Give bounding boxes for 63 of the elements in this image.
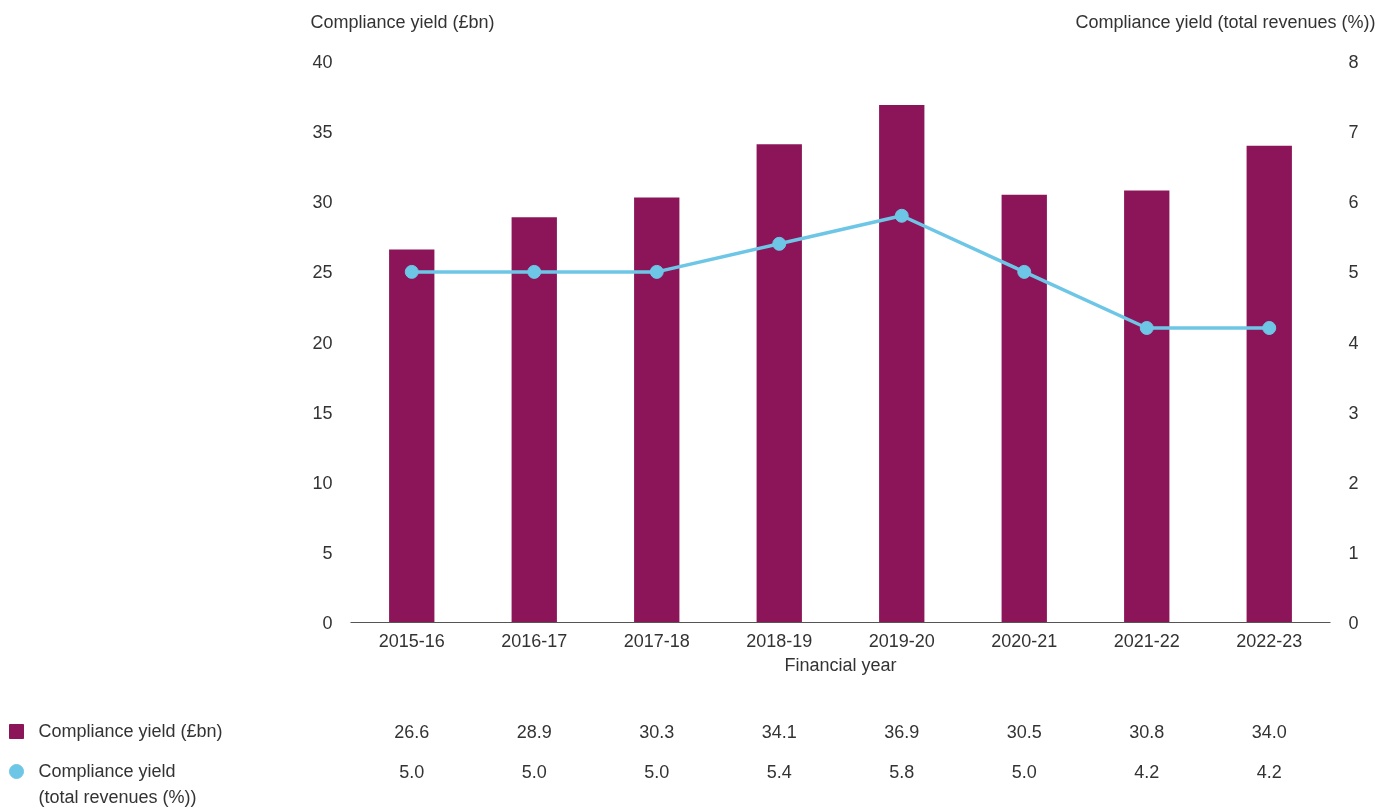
- bar: [756, 144, 802, 623]
- x-tick-label: 2017-18: [623, 630, 690, 651]
- data-label: 30.5: [1006, 722, 1042, 742]
- x-tick-label: 2019-20: [868, 630, 935, 651]
- point: [649, 264, 664, 279]
- bar: [511, 217, 557, 623]
- bar: [1246, 145, 1292, 623]
- point: [894, 208, 909, 223]
- y-axis-title: Compliance yield (£bn): [310, 11, 495, 32]
- y-tick-label: 40: [312, 52, 333, 72]
- data-label: 36.9: [884, 722, 920, 742]
- point: [1139, 320, 1154, 335]
- x-tick-label: 2015-16: [378, 630, 445, 651]
- data-label: 34.1: [761, 722, 797, 742]
- point: [772, 236, 787, 251]
- x-tick-label: 2022-23: [1236, 630, 1303, 651]
- y-tick-label: 10: [312, 472, 333, 493]
- y2-tick-label: 2: [1348, 472, 1359, 493]
- point: [1017, 264, 1032, 279]
- data-label: 5.4: [766, 762, 792, 782]
- data-label: 5.0: [399, 762, 425, 782]
- y-tick-label: 25: [312, 262, 333, 283]
- legend-label: Compliance yield (£bn): [38, 720, 223, 741]
- y-tick-label: 5: [322, 542, 333, 563]
- y2-axis-title: Compliance yield (total revenues (%)): [1075, 11, 1376, 32]
- bar: [1001, 194, 1047, 623]
- y2-tick-label: 4: [1348, 332, 1359, 353]
- data-label: 34.0: [1251, 722, 1287, 742]
- y-tick-label: 20: [312, 332, 333, 353]
- data-label: 5.0: [1011, 762, 1037, 782]
- y-tick-label: 15: [312, 402, 333, 423]
- y2-tick-label: 3: [1348, 402, 1359, 423]
- x-axis-title: Financial year: [784, 654, 897, 675]
- y2-tick-label: 1: [1348, 542, 1359, 563]
- y-tick-label: 35: [312, 122, 333, 143]
- legend-label: Compliance yield (total revenues (%)): [38, 760, 197, 807]
- x-tick-label: 2021-22: [1113, 630, 1180, 651]
- point: [404, 264, 419, 279]
- bar: [389, 249, 435, 623]
- bar: [879, 104, 925, 623]
- data-label: 26.6: [394, 722, 430, 742]
- data-label: 5.0: [644, 762, 670, 782]
- y-tick-label: 0: [322, 613, 333, 633]
- y-tick-label: 30: [312, 192, 333, 213]
- y2-tick-label: 6: [1348, 192, 1359, 213]
- data-label: 30.3: [639, 722, 675, 742]
- y2-tick-label: 8: [1348, 52, 1359, 72]
- y2-tick-label: 5: [1348, 262, 1359, 283]
- data-label: 4.2: [1256, 762, 1282, 782]
- bar: [1124, 190, 1170, 623]
- bar: [634, 197, 680, 623]
- y2-tick-label: 7: [1348, 122, 1359, 143]
- data-label: 30.8: [1129, 722, 1165, 742]
- point: [1262, 320, 1277, 335]
- data-label: 5.0: [521, 762, 547, 782]
- x-tick-label: 2016-17: [501, 630, 568, 651]
- x-tick-label: 2018-19: [746, 630, 813, 651]
- x-tick-label: 2020-21: [991, 630, 1058, 651]
- point: [527, 264, 542, 279]
- data-label: 28.9: [516, 722, 552, 742]
- data-label: 4.2: [1134, 762, 1160, 782]
- y2-tick-label: 0: [1348, 613, 1359, 633]
- data-label: 5.8: [889, 762, 915, 782]
